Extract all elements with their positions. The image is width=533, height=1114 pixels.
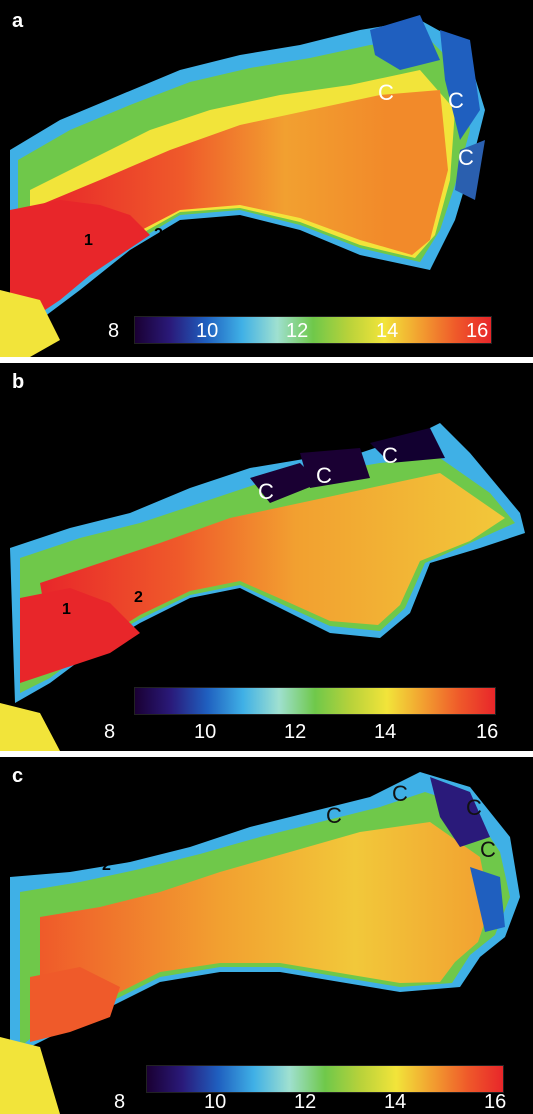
colorbar xyxy=(134,316,492,344)
colorbar-tick-label: 12 xyxy=(284,721,307,743)
panel-label-b: b xyxy=(12,371,25,393)
marker-c: C xyxy=(480,837,496,862)
panel-a: a C C C 1 2 8 10 12 14 16 xyxy=(0,0,533,357)
marker-c: C xyxy=(378,80,394,105)
colorbar xyxy=(134,687,496,715)
colorbar-tick-label: 14 xyxy=(376,320,399,342)
colorbar xyxy=(146,1065,504,1093)
colorbar-tick-label: 10 xyxy=(196,320,219,342)
sst-map-b xyxy=(0,423,525,751)
colorbar-tick-label: 16 xyxy=(466,320,489,342)
colorbar-tick-label: 16 xyxy=(476,721,499,743)
colorbar-tick-label: 14 xyxy=(384,1091,407,1113)
colorbar-tick-label: 12 xyxy=(286,320,309,342)
sst-map-c xyxy=(0,772,520,1114)
colorbar-tick-label: 10 xyxy=(194,721,217,743)
marker-number: 2 xyxy=(134,589,143,606)
marker-c: C xyxy=(458,145,474,170)
marker-c: C xyxy=(466,795,482,820)
panel-label-c: c xyxy=(12,765,24,787)
panel-c: c C C C C 2 8 10 12 14 16 xyxy=(0,757,533,1114)
colorbar-tick-label: 8 xyxy=(114,1091,126,1113)
marker-c: C xyxy=(326,803,342,828)
sst-map-a xyxy=(0,15,485,357)
marker-c: C xyxy=(258,479,274,504)
marker-c: C xyxy=(448,88,464,113)
colorbar-tick-label: 8 xyxy=(104,721,116,743)
colorbar-tick-label: 16 xyxy=(484,1091,507,1113)
marker-c: C xyxy=(382,443,398,468)
colorbar-tick-label: 12 xyxy=(294,1091,317,1113)
colorbar-tick-label: 14 xyxy=(374,721,397,743)
marker-number: 2 xyxy=(154,226,163,243)
marker-number: 1 xyxy=(62,601,71,618)
colorbar-tick-label: 10 xyxy=(204,1091,227,1113)
marker-number: 1 xyxy=(84,232,93,249)
marker-c: C xyxy=(316,463,332,488)
panel-label-a: a xyxy=(12,10,24,32)
marker-number: 2 xyxy=(102,857,111,874)
colorbar-tick-label: 8 xyxy=(108,320,120,342)
marker-c: C xyxy=(392,781,408,806)
panel-b: b C C C 1 2 8 10 12 14 16 xyxy=(0,363,533,751)
